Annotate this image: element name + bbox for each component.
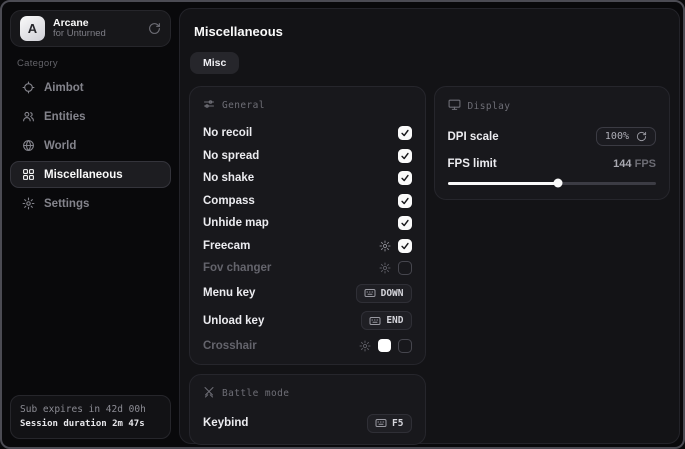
sidebar: A Arcane for Unturned Category Aimbot [2,2,179,447]
setting-label: No shake [203,172,255,184]
sidebar-nav: Aimbot Entities World Miscellaneous [10,74,171,217]
fps-limit-setting: FPS limit 144 FPS [447,157,656,188]
setting-label: Unload key [203,314,265,327]
setting-label: Keybind [203,417,249,429]
crosshair-color-swatch[interactable] [377,339,391,352]
crosshair-settings-gear-icon[interactable] [359,340,371,352]
sidebar-item-entities[interactable]: Entities [10,103,171,130]
setting-row-compass: Compass [203,193,412,208]
setting-row-crosshair: Crosshair [203,338,412,353]
setting-row-unload-key: Unload key END [203,311,412,330]
display-card-title: Display [467,100,511,112]
setting-label: Freecam [203,239,251,252]
sidebar-item-miscellaneous[interactable]: Miscellaneous [10,161,171,188]
fps-limit-slider[interactable] [447,178,656,188]
setting-row-keybind: Keybind F5 [203,413,412,433]
setting-label: DPI scale [447,130,499,143]
keybind-value: F5 [392,417,404,429]
battle-mode-card: Battle mode Keybind F5 [189,373,426,445]
fov-changer-settings-gear-icon[interactable] [379,262,391,274]
app-subtitle: for Unturned [53,28,106,40]
setting-label: Fov changer [203,262,272,274]
setting-label: Compass [203,194,255,207]
dpi-scale-value: 100% [604,131,629,142]
swords-icon [203,386,215,401]
general-card-title: General [222,100,265,111]
dpi-scale-value-badge[interactable]: 100% [595,127,656,146]
setting-row-menu-key: Menu key DOWN [203,283,412,303]
setting-row-no-recoil: No recoil [203,126,412,140]
setting-label: Menu key [203,287,256,299]
setting-row-dpi-scale: DPI scale 100% [447,127,656,146]
general-card: General No recoil No spread [189,86,426,365]
sidebar-item-aimbot[interactable]: Aimbot [10,74,171,101]
slider-fill [447,181,558,185]
monitor-icon [448,98,461,114]
setting-label: FPS limit [447,157,497,170]
sidebar-item-label: World [44,139,77,152]
setting-row-fov-changer: Fov changer [203,261,412,275]
setting-row-freecam: Freecam [203,238,412,253]
sub-expiry-text: Sub expires in 42d 00h [20,404,146,416]
app-logo: A [20,16,45,41]
unload-key-keybind-button[interactable]: END [361,311,412,330]
setting-label: Unhide map [203,217,269,229]
freecam-settings-gear-icon[interactable] [379,240,391,252]
display-card: Display DPI scale 100% [433,86,670,200]
setting-row-no-shake: No shake [203,171,412,185]
entities-icon [22,110,35,123]
no-recoil-checkbox[interactable] [397,126,412,140]
dpi-refresh-icon[interactable] [636,131,647,142]
setting-label: No spread [203,149,260,162]
grid-icon [22,168,35,181]
keyboard-icon [364,288,376,298]
setting-row-unhide-map: Unhide map [203,216,412,230]
crosshair-checkbox[interactable] [397,338,412,353]
sidebar-item-world[interactable]: World [10,132,171,159]
sidebar-item-label: Entities [44,110,86,123]
app-title: Arcane [53,17,89,29]
battle-mode-card-title: Battle mode [222,387,290,399]
sidebar-item-label: Settings [44,197,90,210]
tab-misc[interactable]: Misc [190,52,240,74]
category-label: Category [17,58,58,69]
sidebar-item-label: Miscellaneous [44,168,123,181]
app-header-card: A Arcane for Unturned [10,10,171,47]
fps-limit-value: 144 FPS [613,157,656,170]
sidebar-item-label: Aimbot [44,81,84,94]
setting-label: Crosshair [203,339,257,352]
keyboard-icon [369,316,381,326]
no-shake-checkbox[interactable] [397,171,412,185]
battle-mode-keybind-button[interactable]: F5 [367,413,412,433]
page-title: Miscellaneous [194,24,283,39]
menu-key-keybind-button[interactable]: DOWN [355,283,412,303]
crosshair-icon [22,81,35,94]
globe-icon [22,139,35,152]
gear-icon [22,197,35,210]
refresh-icon[interactable] [148,22,161,35]
slider-thumb[interactable] [553,178,563,188]
main-panel: Miscellaneous Misc General No recoil [179,8,680,445]
freecam-checkbox[interactable] [397,238,412,253]
compass-checkbox[interactable] [397,193,412,208]
sidebar-item-settings[interactable]: Settings [10,190,171,217]
no-spread-checkbox[interactable] [397,148,412,163]
session-duration-text: Session duration 2m 47s [20,418,145,429]
sliders-icon [203,98,215,113]
setting-row-no-spread: No spread [203,148,412,163]
keyboard-icon [375,418,387,428]
subscription-status-card: Sub expires in 42d 00h Session duration … [10,395,171,439]
unhide-map-checkbox[interactable] [397,216,412,230]
fov-changer-checkbox[interactable] [397,261,412,275]
keybind-value: END [386,315,404,326]
keybind-value: DOWN [380,287,404,299]
setting-label: No recoil [203,127,253,139]
